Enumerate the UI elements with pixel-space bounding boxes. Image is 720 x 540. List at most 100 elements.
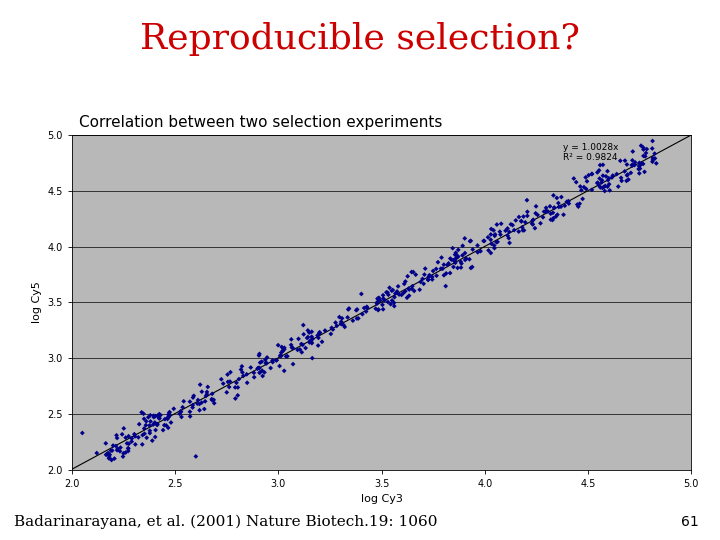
Point [408, 268, 419, 276]
Point [292, 346, 303, 354]
Point [279, 367, 290, 375]
Point [438, 271, 450, 280]
Point [377, 291, 389, 300]
Point [304, 328, 315, 337]
Point [161, 421, 172, 430]
Point [616, 177, 627, 185]
Point [465, 264, 477, 272]
Point [201, 390, 212, 399]
Point [110, 442, 122, 450]
Point [406, 268, 418, 276]
Point [580, 173, 591, 181]
Point [550, 212, 562, 221]
Point [485, 248, 497, 257]
Point [336, 318, 347, 326]
Point [144, 429, 156, 437]
Point [100, 439, 112, 448]
Point [625, 168, 636, 177]
Point [513, 213, 525, 221]
Point [103, 454, 114, 463]
Point [100, 450, 112, 459]
Point [225, 368, 236, 376]
Point [616, 173, 627, 182]
Point [541, 207, 552, 215]
Point [271, 356, 282, 364]
Point [126, 434, 138, 443]
Point [547, 214, 559, 222]
Point [431, 265, 442, 273]
Point [596, 176, 608, 185]
Point [336, 319, 347, 328]
Point [319, 326, 330, 335]
Point [150, 426, 161, 434]
Point [464, 255, 475, 264]
Point [276, 343, 287, 352]
Point [112, 434, 123, 442]
Point [177, 403, 189, 411]
Point [594, 161, 606, 170]
Point [431, 272, 442, 280]
Point [188, 392, 199, 400]
Point [575, 186, 587, 194]
Point [621, 171, 633, 180]
Point [132, 433, 144, 442]
Point [122, 444, 134, 453]
Point [382, 288, 393, 297]
Point [417, 274, 428, 283]
Point [545, 215, 557, 224]
Point [540, 204, 552, 212]
Point [647, 144, 658, 153]
Point [527, 220, 539, 229]
Point [459, 255, 471, 264]
Point [435, 264, 446, 273]
Point [388, 299, 400, 307]
Point [327, 325, 338, 334]
Point [436, 253, 447, 262]
Point [490, 230, 501, 239]
Point [248, 368, 260, 377]
Point [162, 414, 174, 422]
Point [472, 248, 484, 256]
Point [548, 204, 559, 212]
Point [261, 353, 273, 362]
Point [621, 177, 632, 185]
Point [401, 293, 413, 302]
Point [592, 168, 603, 177]
Point [491, 220, 503, 229]
Point [568, 174, 580, 183]
Point [553, 199, 564, 207]
Point [267, 358, 279, 367]
Point [537, 213, 549, 221]
Point [626, 156, 638, 165]
Point [202, 383, 214, 391]
Point [651, 159, 662, 167]
Point [123, 440, 135, 448]
Point [187, 401, 199, 409]
Point [137, 431, 148, 440]
Point [133, 420, 145, 429]
Point [393, 290, 405, 299]
Point [207, 389, 218, 398]
Point [542, 207, 554, 215]
Point [606, 173, 618, 182]
Point [527, 216, 539, 225]
Point [230, 383, 241, 391]
Point [104, 450, 115, 459]
Point [483, 246, 495, 255]
Point [238, 372, 249, 380]
Point [356, 289, 367, 298]
Point [611, 170, 623, 178]
Point [526, 219, 538, 228]
Point [206, 395, 217, 403]
Point [503, 234, 515, 242]
Point [151, 421, 163, 429]
Point [141, 434, 153, 442]
Point [627, 160, 639, 169]
Point [530, 209, 541, 218]
Point [647, 137, 658, 145]
Point [351, 305, 363, 314]
Point [635, 141, 647, 150]
Point [544, 202, 556, 211]
Point [370, 305, 382, 313]
Point [276, 348, 287, 357]
